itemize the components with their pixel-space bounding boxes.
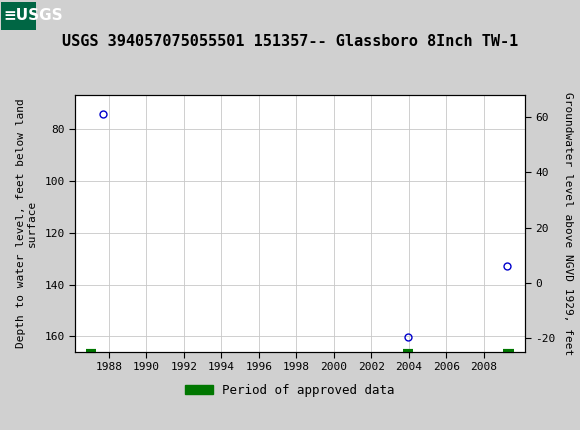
Y-axis label: Groundwater level above NGVD 1929, feet: Groundwater level above NGVD 1929, feet (563, 92, 572, 355)
Text: USGS 394057075055501 151357-- Glassboro 8Inch TW-1: USGS 394057075055501 151357-- Glassboro … (62, 34, 518, 49)
FancyBboxPatch shape (1, 2, 36, 31)
Text: ≡USGS: ≡USGS (3, 9, 63, 24)
Y-axis label: Depth to water level, feet below land
surface: Depth to water level, feet below land su… (16, 98, 37, 348)
Legend: Period of approved data: Period of approved data (180, 379, 400, 402)
